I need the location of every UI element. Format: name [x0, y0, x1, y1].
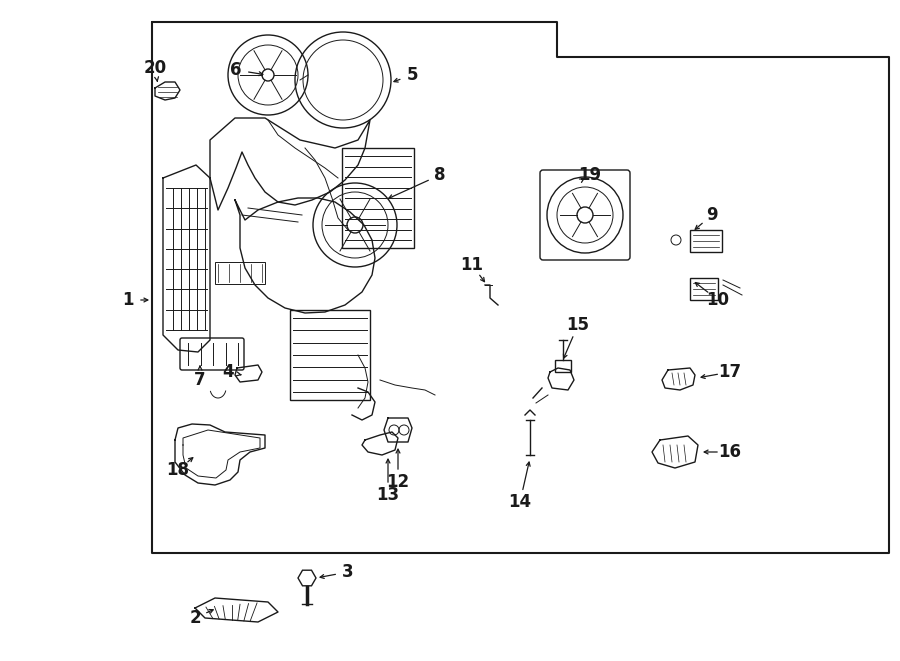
Text: 10: 10: [706, 291, 730, 309]
Text: 3: 3: [342, 563, 354, 581]
Text: 9: 9: [706, 206, 718, 224]
Bar: [690, 278, 718, 300]
Bar: [690, 230, 722, 252]
Text: 14: 14: [508, 493, 532, 511]
Text: 7: 7: [194, 371, 206, 389]
Bar: [555, 360, 571, 372]
Text: 6: 6: [230, 61, 242, 79]
Text: 5: 5: [406, 66, 418, 84]
Text: 8: 8: [434, 166, 446, 184]
Bar: [342, 148, 414, 248]
Bar: [215, 262, 265, 284]
Text: 19: 19: [579, 166, 601, 184]
Text: 15: 15: [566, 316, 590, 334]
Text: 20: 20: [143, 59, 166, 77]
Text: 16: 16: [718, 443, 742, 461]
Text: 11: 11: [461, 256, 483, 274]
Text: 12: 12: [386, 473, 410, 491]
Text: 2: 2: [189, 609, 201, 627]
Text: 17: 17: [718, 363, 742, 381]
Text: 4: 4: [222, 363, 234, 381]
Text: 18: 18: [166, 461, 190, 479]
Bar: [290, 310, 370, 400]
Text: 1: 1: [122, 291, 134, 309]
Text: 13: 13: [376, 486, 400, 504]
